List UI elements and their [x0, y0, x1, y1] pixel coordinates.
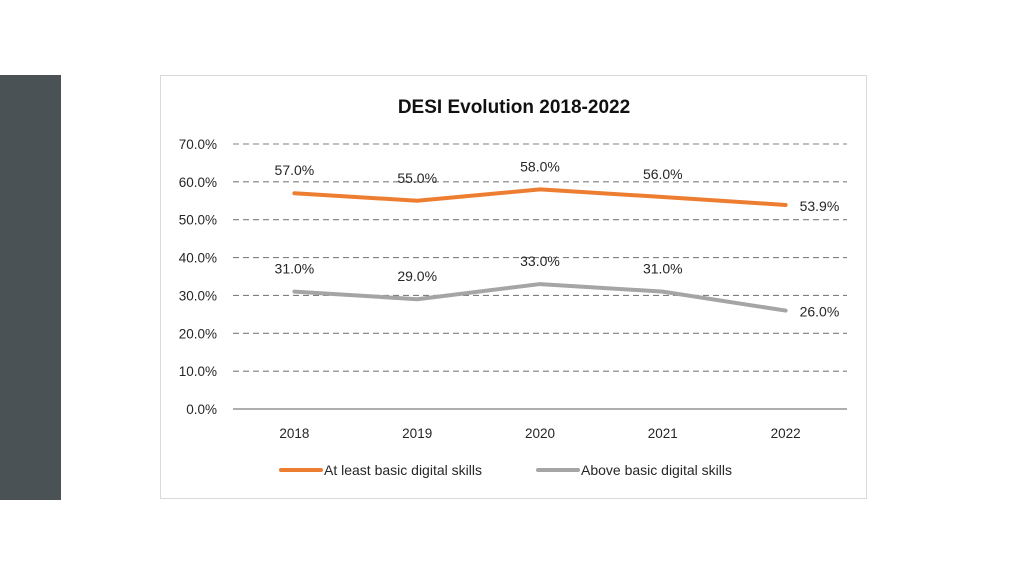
x-tick-label: 2018 [279, 426, 309, 441]
side-accent-bar [0, 75, 61, 500]
data-label: 31.0% [275, 261, 315, 277]
data-label: 29.0% [397, 268, 437, 284]
y-tick-label: 70.0% [179, 137, 217, 152]
data-label: 58.0% [520, 158, 560, 174]
y-axis-ticks: 0.0% 10.0% 20.0% 30.0% 40.0% 50.0% 60.0% 70.0% [179, 137, 217, 417]
y-tick-label: 10.0% [179, 364, 217, 379]
data-label: 31.0% [643, 261, 683, 277]
chart-title: DESI Evolution 2018-2022 [398, 97, 630, 118]
y-tick-label: 30.0% [179, 288, 217, 303]
data-label: 57.0% [275, 162, 315, 178]
grid-lines [233, 143, 847, 410]
y-tick-label: 0.0% [186, 402, 217, 417]
y-tick-label: 40.0% [179, 251, 217, 266]
series-lines [292, 187, 788, 313]
x-tick-label: 2022 [771, 426, 801, 441]
data-label: 53.9% [800, 198, 840, 214]
data-label: 56.0% [643, 166, 683, 182]
series-line-1 [292, 187, 788, 207]
x-axis-ticks: 2018 2019 2020 2021 2022 [279, 426, 800, 441]
x-tick-label: 2021 [648, 426, 678, 441]
series-line-2 [292, 282, 788, 313]
legend-label-1: At least basic digital skills [324, 462, 482, 478]
data-label: 33.0% [520, 253, 560, 269]
data-label: 55.0% [397, 170, 437, 186]
y-tick-label: 50.0% [179, 213, 217, 228]
y-tick-label: 20.0% [179, 326, 217, 341]
x-tick-label: 2019 [402, 426, 432, 441]
data-labels: 57.0% 55.0% 58.0% 56.0% 53.9% 31.0% 29.0% 33.0%… [275, 158, 840, 319]
legend-label-2: Above basic digital skills [581, 462, 732, 478]
legend: At least basic digital skills Above basic… [279, 462, 732, 478]
y-tick-label: 60.0% [179, 175, 217, 190]
data-label: 26.0% [800, 304, 840, 320]
x-tick-label: 2020 [525, 426, 555, 441]
